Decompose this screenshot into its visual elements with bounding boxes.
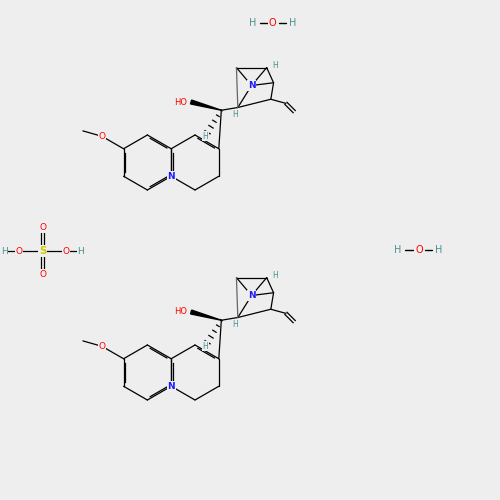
Text: H: H bbox=[202, 342, 208, 351]
Text: H: H bbox=[0, 246, 7, 256]
Text: H: H bbox=[249, 18, 256, 28]
Text: O: O bbox=[62, 246, 70, 256]
Text: H: H bbox=[272, 270, 278, 280]
Text: H: H bbox=[202, 132, 208, 141]
Text: H: H bbox=[394, 245, 401, 255]
Text: O: O bbox=[268, 18, 276, 28]
Text: N: N bbox=[168, 382, 175, 391]
Text: H: H bbox=[232, 320, 238, 329]
Text: H: H bbox=[272, 60, 278, 70]
Text: H: H bbox=[232, 110, 238, 119]
Text: O: O bbox=[39, 270, 46, 279]
Text: H: H bbox=[436, 245, 442, 255]
Text: N: N bbox=[248, 81, 256, 90]
Text: H: H bbox=[289, 18, 296, 28]
Text: N: N bbox=[168, 172, 175, 180]
Polygon shape bbox=[190, 310, 222, 320]
Text: O: O bbox=[39, 223, 46, 232]
Text: O: O bbox=[16, 246, 22, 256]
Text: H: H bbox=[78, 246, 84, 256]
Text: N: N bbox=[248, 291, 256, 300]
Text: O: O bbox=[98, 132, 105, 141]
Polygon shape bbox=[190, 100, 222, 110]
Text: O: O bbox=[98, 342, 105, 351]
Text: O: O bbox=[415, 245, 423, 255]
Text: S: S bbox=[39, 246, 46, 256]
Text: HO: HO bbox=[174, 98, 187, 106]
Text: HO: HO bbox=[174, 308, 187, 316]
